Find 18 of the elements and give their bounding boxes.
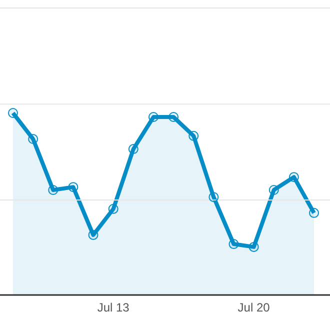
point: [288, 172, 299, 182]
point: [228, 239, 239, 250]
point: [8, 108, 18, 118]
x-tick-label: Jul 20: [238, 300, 270, 315]
point: [128, 144, 138, 154]
point: [28, 134, 38, 144]
x-tick-label: Jul 13: [97, 300, 130, 315]
point: [309, 208, 319, 218]
point: [268, 184, 279, 195]
point: [208, 192, 219, 202]
point: [88, 230, 98, 240]
point: [48, 184, 58, 195]
point: [248, 242, 259, 252]
point: [108, 204, 118, 214]
point: [148, 112, 158, 122]
point: [168, 112, 179, 122]
point: [188, 130, 199, 141]
point: [68, 182, 78, 192]
